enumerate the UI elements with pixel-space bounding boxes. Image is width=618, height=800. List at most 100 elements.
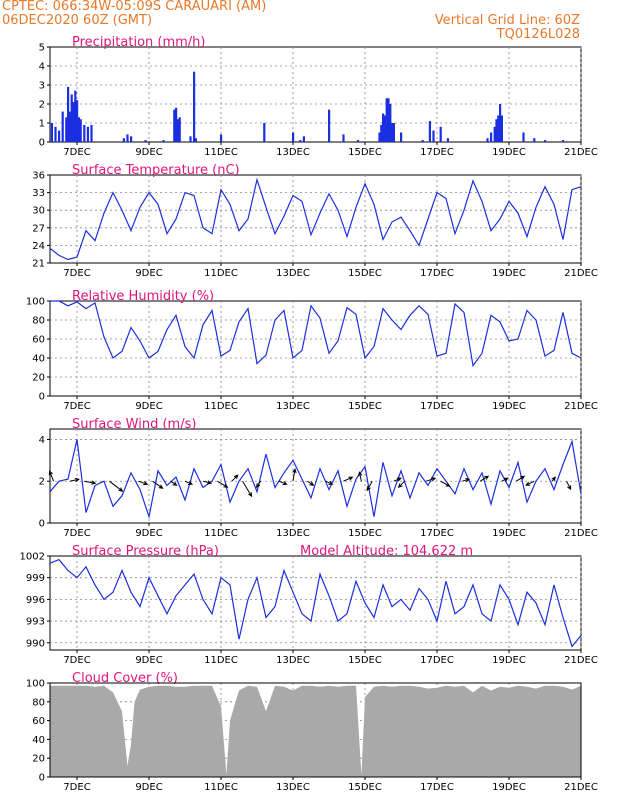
pres-title: Surface Pressure (hPa): [72, 544, 219, 559]
precip-bar: [493, 126, 496, 142]
precip-bar: [79, 119, 82, 142]
rh-ytick-label: 80: [32, 316, 45, 327]
precip-bar: [495, 119, 498, 142]
rh-title: Relative Humidity (%): [72, 289, 214, 304]
wind-series-line: [49, 439, 582, 520]
precip-bar: [382, 113, 385, 142]
pres-ytick-label: 1002: [20, 552, 45, 563]
precip-bar: [126, 134, 129, 142]
rh-ytick-label: 40: [32, 354, 45, 365]
wind-vector-arrow: [202, 480, 213, 485]
wind-vector-arrow: [255, 480, 262, 489]
precip-bar: [54, 126, 57, 142]
wind-vector-arrow: [525, 480, 535, 486]
precip-bar: [380, 124, 383, 142]
wind-vector-arrow: [292, 468, 297, 482]
temp-xtick-label: 11DEC: [204, 268, 238, 279]
precip-xtick-label: 9DEC: [135, 147, 162, 158]
precip-bar: [421, 140, 424, 142]
rh-frame: [49, 300, 582, 397]
wind-vector-arrow: [515, 475, 526, 482]
precip-bar: [50, 123, 53, 142]
rh-panel: 7DEC 9DEC 11DEC 13DEC 15DEC 17DEC 19DEC 21DEC 0 2…: [26, 289, 598, 412]
wind-xtick-label: 11DEC: [204, 528, 238, 539]
precip-xtick-label: 13DEC: [276, 147, 310, 158]
temp-ytick-label: 30: [32, 206, 45, 217]
pres-ytick-label: 996: [26, 595, 45, 606]
cloud-title: Cloud Cover (%): [72, 671, 178, 686]
precip-ytick-label: 2: [39, 100, 45, 111]
pres-xtick-label: 15DEC: [348, 655, 382, 666]
rh-xtick-label: 19DEC: [492, 401, 526, 412]
wind-vector-arrow: [217, 480, 229, 488]
temp-ytick-label: 24: [32, 241, 45, 252]
run-date: 06DEC2020 60Z (GMT): [2, 13, 153, 28]
wind-xtick-label: 15DEC: [348, 528, 382, 539]
precip-bar: [72, 102, 75, 142]
temp-frame: [49, 174, 582, 264]
precip-ytick-label: 4: [39, 62, 45, 73]
precip-bar: [302, 136, 305, 142]
precip-bar: [70, 94, 73, 142]
precip-xtick-label: 21DEC: [564, 147, 598, 158]
precip-bar: [385, 98, 388, 142]
precip-bar: [432, 130, 435, 142]
temp-xtick-label: 9DEC: [135, 268, 162, 279]
precip-bar: [130, 136, 133, 142]
precip-bar: [65, 117, 68, 142]
temp-ytick-label: 33: [32, 188, 45, 199]
precip-bar: [74, 90, 77, 142]
precip-bar: [328, 109, 331, 142]
wind-vector-arrow: [366, 480, 373, 492]
cloud-xtick-label: 17DEC: [420, 782, 454, 793]
precip-bar: [83, 124, 86, 142]
precip-bar: [533, 138, 536, 142]
cloud-ytick-label: 0: [39, 773, 45, 784]
precip-bar: [144, 140, 147, 142]
chart-header: CPTEC: 066:34W-05:09S CARAUARI (AM) 06DE…: [0, 0, 618, 42]
temp-xtick-label: 7DEC: [63, 268, 90, 279]
cloud-ytick-label: 100: [26, 679, 45, 690]
precip-bar: [387, 98, 390, 142]
pres-frame: [49, 555, 582, 651]
temp-panel: 7DEC 9DEC 11DEC 13DEC 15DEC 17DEC 19DEC 21DEC 21…: [32, 163, 598, 279]
precip-bar: [176, 119, 179, 142]
station-info: CPTEC: 066:34W-05:09S CARAUARI (AM): [2, 0, 267, 14]
precip-bar: [439, 126, 442, 142]
pres-xtick-label: 7DEC: [63, 655, 90, 666]
precip-bar: [292, 132, 295, 142]
precip-ytick-label: 0: [39, 138, 45, 149]
wind-xtick-label: 7DEC: [63, 528, 90, 539]
rh-ytick-label: 0: [39, 392, 45, 403]
precip-ytick-label: 5: [39, 43, 45, 54]
rh-ytick-label: 100: [26, 297, 45, 308]
precip-bar: [522, 132, 525, 142]
wind-xtick-label: 13DEC: [276, 528, 310, 539]
wind-vector-arrow: [393, 477, 402, 482]
pres-xtick-label: 19DEC: [492, 655, 526, 666]
cloud-xtick-label: 13DEC: [276, 782, 310, 793]
wind-vector-arrow: [109, 480, 124, 492]
cloud-frame-top: [49, 682, 582, 778]
precip-bar: [497, 115, 500, 142]
pres-xtick-label: 11DEC: [204, 655, 238, 666]
rh-xtick-label: 17DEC: [420, 401, 454, 412]
temp-xtick-label: 15DEC: [348, 268, 382, 279]
precip-bar: [68, 111, 71, 142]
precip-bar: [178, 117, 181, 142]
wind-xtick-label: 9DEC: [135, 528, 162, 539]
precip-bar: [189, 136, 192, 142]
precip-bar: [193, 71, 196, 142]
cloud-xtick-label: 21DEC: [564, 782, 598, 793]
wind-vector-arrow: [358, 471, 363, 482]
wind-vector-arrow: [343, 476, 354, 482]
wind-vector-arrow: [426, 477, 437, 482]
precip-xtick-label: 19DEC: [492, 147, 526, 158]
cloud-xtick-label: 15DEC: [348, 782, 382, 793]
precip-bar: [76, 100, 79, 142]
precip-bar: [58, 130, 61, 142]
wind-vector-arrow: [278, 480, 288, 486]
cloud-ytick-label: 80: [32, 697, 45, 708]
wind-title: Surface Wind (m/s): [72, 417, 196, 432]
temp-ytick-label: 27: [32, 223, 45, 234]
